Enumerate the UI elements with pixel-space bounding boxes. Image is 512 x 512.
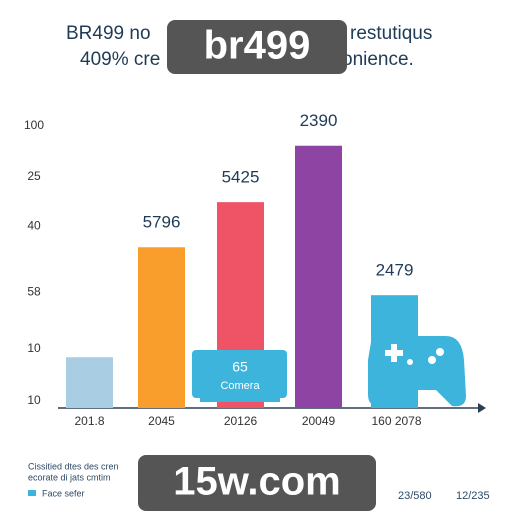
callout-text: 65: [232, 359, 248, 375]
legend-text: Cissitied dtes des cren: [28, 461, 119, 471]
bar: [138, 247, 185, 408]
x-tick-label: 20049: [302, 414, 336, 428]
legend-text: 12/235: [456, 490, 490, 502]
legend-text: ecorate di jats cmtim: [28, 472, 111, 482]
title-text: onience.: [342, 49, 414, 70]
y-tick-label: 10: [27, 393, 41, 407]
axis-arrow: [478, 403, 486, 413]
bar-annotation: 5796: [143, 213, 181, 232]
y-tick-label: 10: [27, 341, 41, 355]
controller-button: [436, 348, 444, 356]
y-tick-label: 58: [27, 285, 41, 299]
watermark-text: br499: [204, 24, 311, 68]
bar: [295, 145, 342, 409]
legend-text: Face sefer: [42, 488, 85, 498]
bar: [66, 357, 113, 408]
watermark-text: 15w.com: [173, 460, 340, 504]
bar-annotation: 2479: [376, 261, 414, 280]
x-tick-label: 201.8: [74, 414, 104, 428]
callout-foot: [200, 396, 280, 402]
title-text: BR499 no: [66, 23, 151, 44]
y-tick-label: 100: [24, 118, 44, 132]
title-text: restutiqus: [350, 23, 432, 44]
title-text: 409% cre: [80, 49, 160, 70]
callout-box: [192, 350, 287, 398]
watermark-box: [138, 455, 376, 511]
x-tick-label: 20126: [224, 414, 258, 428]
controller-dpad: [385, 344, 403, 362]
watermark-box: [167, 20, 347, 74]
bar-annotation: 5425: [222, 168, 260, 187]
x-tick-label: 160 2078: [371, 414, 421, 428]
controller-button: [428, 356, 436, 364]
callout-text: Comera: [220, 380, 260, 392]
y-tick-label: 25: [27, 169, 41, 183]
legend-text: 23/580: [398, 490, 432, 502]
controller-button: [407, 359, 413, 365]
x-tick-label: 2045: [148, 414, 175, 428]
bar-annotation: 2390: [300, 111, 338, 130]
legend-swatch: [28, 490, 36, 496]
y-tick-label: 40: [27, 218, 41, 232]
